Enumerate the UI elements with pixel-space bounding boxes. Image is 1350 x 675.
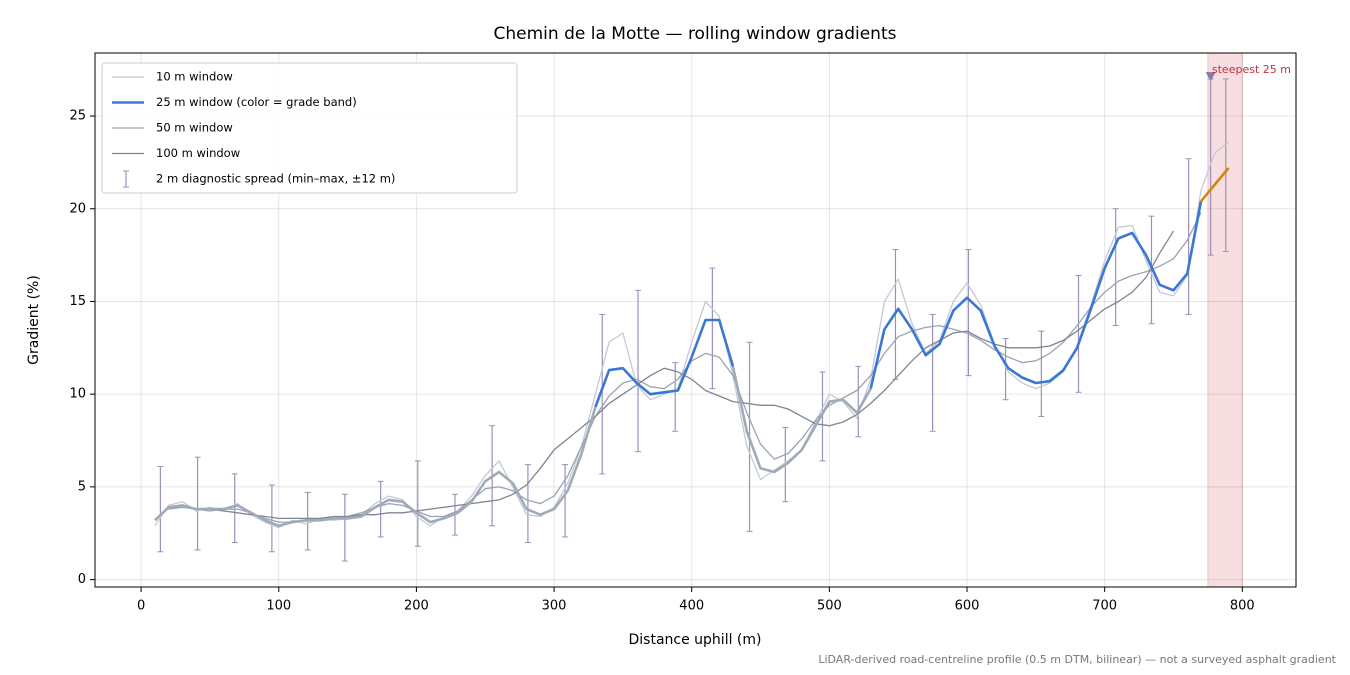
y-axis-label: Gradient (%) <box>26 275 42 365</box>
y-tick-label: 25 <box>69 109 86 124</box>
line-1 <box>154 406 597 528</box>
legend-label: 10 m window <box>156 70 233 84</box>
x-tick-label: 700 <box>1092 599 1117 614</box>
line-1 <box>1199 167 1230 203</box>
legend-label: 50 m window <box>156 121 233 135</box>
x-tick-label: 300 <box>542 599 567 614</box>
chart-title: Chemin de la Motte — rolling window grad… <box>494 24 897 44</box>
line-1 <box>594 318 735 408</box>
x-tick-label: 100 <box>266 599 291 614</box>
legend-label: 100 m window <box>156 146 240 160</box>
highlight-region <box>1207 52 1243 588</box>
legend-box <box>101 62 518 194</box>
line-0 <box>154 141 1230 529</box>
x-tick-label: 600 <box>955 599 980 614</box>
x-tick-label: 400 <box>679 599 704 614</box>
legend-label: 2 m diagnostic spread (min–max, ±12 m) <box>156 172 395 186</box>
x-tick-label: 500 <box>817 599 842 614</box>
line-1 <box>731 366 872 474</box>
y-tick-label: 15 <box>69 294 86 309</box>
footnote: LiDAR-derived road-centreline profile (0… <box>818 653 1336 666</box>
y-tick-label: 5 <box>78 479 86 494</box>
x-tick-label: 800 <box>1230 599 1255 614</box>
y-tick-label: 0 <box>78 572 86 587</box>
line-1 <box>869 201 1203 389</box>
highlight-label: steepest 25 m <box>1212 63 1291 76</box>
y-tick-label: 10 <box>69 387 86 402</box>
x-tick-label: 200 <box>404 599 429 614</box>
steepest-marker <box>1205 72 1216 82</box>
x-axis-label: Distance uphill (m) <box>629 632 762 648</box>
y-tick-label: 20 <box>69 201 86 216</box>
legend-label: 25 m window (color = grade band) <box>156 95 357 109</box>
plot-frame <box>94 52 1297 588</box>
x-tick-label: 0 <box>137 599 145 614</box>
